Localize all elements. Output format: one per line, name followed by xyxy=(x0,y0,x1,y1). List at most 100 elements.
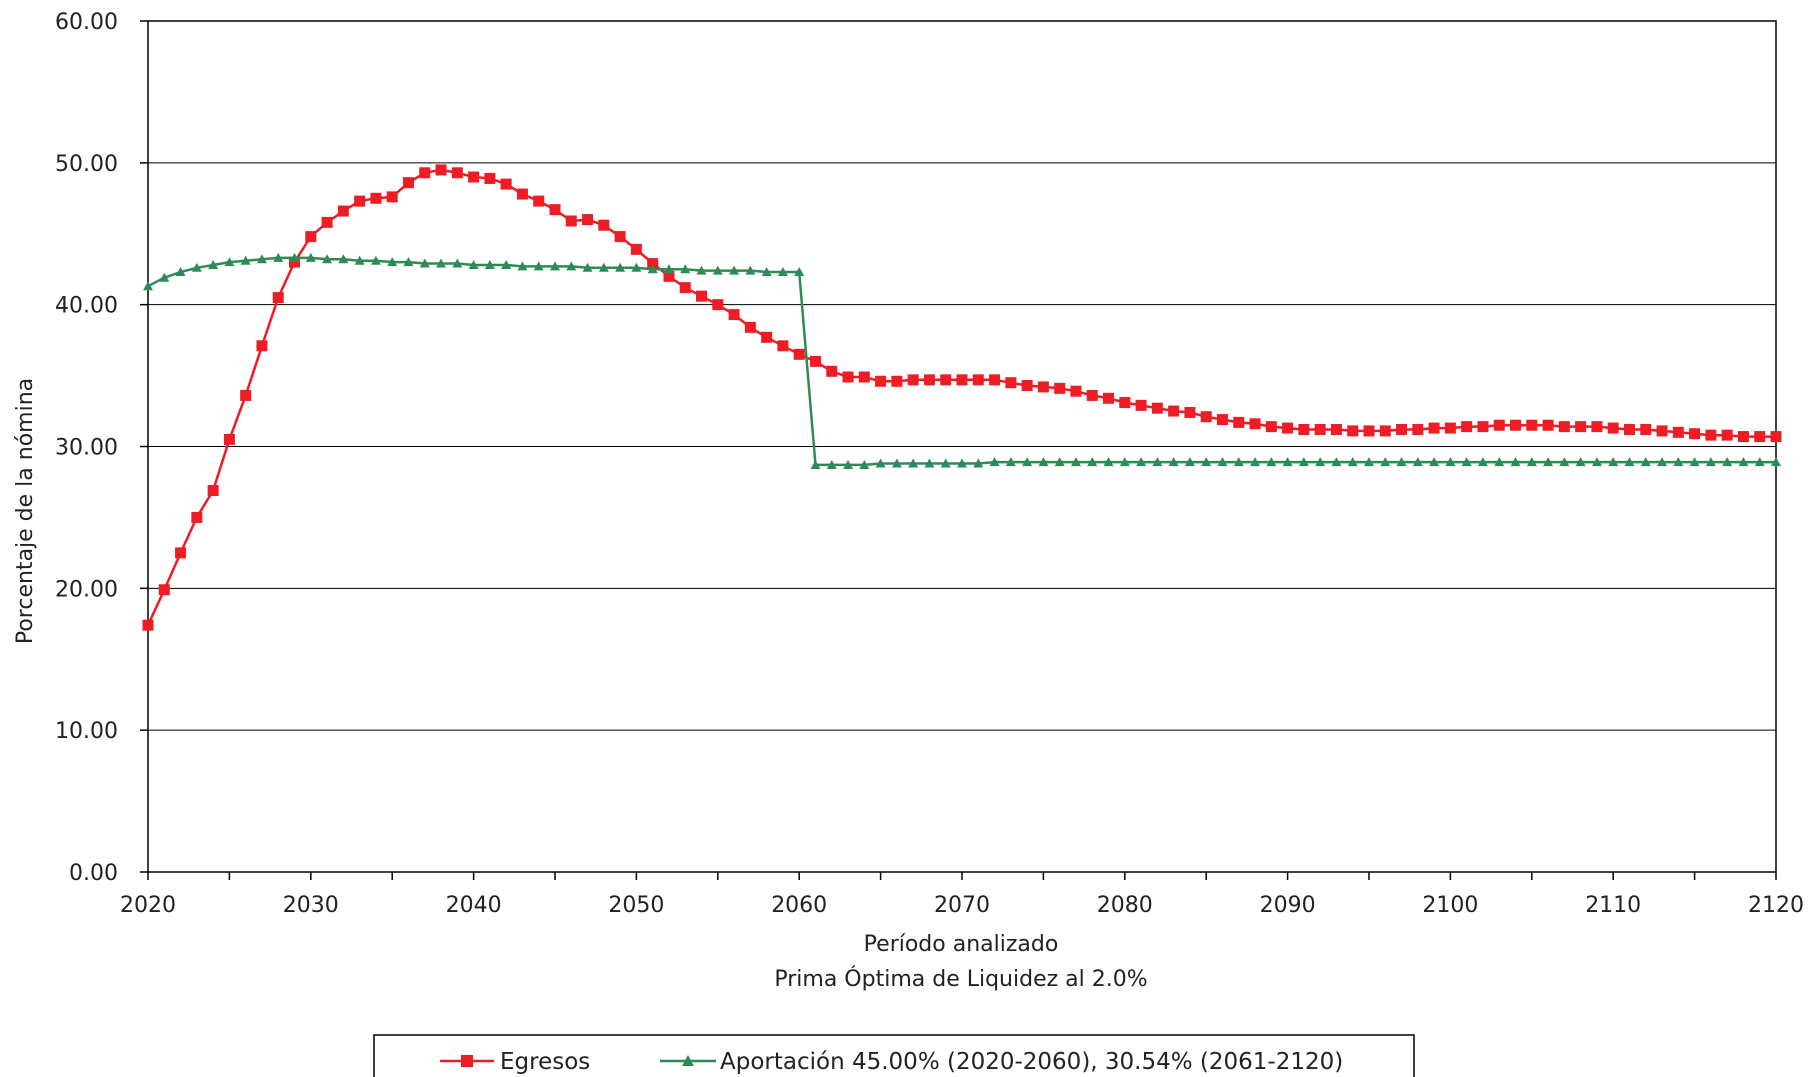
data-point xyxy=(143,281,153,291)
data-point xyxy=(175,547,187,559)
data-point xyxy=(614,231,626,243)
data-point xyxy=(1054,382,1066,394)
data-point xyxy=(1298,457,1309,467)
x-tick-label: 2080 xyxy=(1097,893,1153,918)
data-point xyxy=(1201,457,1212,467)
data-point xyxy=(1250,457,1261,467)
data-point xyxy=(1037,381,1049,393)
legend-box xyxy=(373,1034,1415,1077)
data-point xyxy=(1428,422,1440,434)
data-point xyxy=(305,252,316,262)
data-point xyxy=(1738,457,1749,467)
data-point xyxy=(956,374,968,386)
y-tick-label: 40.00 xyxy=(55,294,118,319)
data-point xyxy=(843,459,854,469)
legend-label-aportacion: Aportación 45.00% (2020-2060), 30.54% (2… xyxy=(720,1049,1343,1075)
data-point xyxy=(387,257,398,267)
x-tick-label: 2120 xyxy=(1748,893,1804,918)
data-point xyxy=(500,178,512,190)
data-point xyxy=(1607,422,1619,434)
data-point xyxy=(957,458,967,468)
data-point xyxy=(550,261,560,271)
data-point xyxy=(191,511,203,523)
data-point xyxy=(826,459,837,469)
data-point xyxy=(337,205,349,217)
data-point xyxy=(973,458,984,468)
data-point xyxy=(158,584,170,596)
data-point xyxy=(224,257,235,267)
data-point xyxy=(1184,457,1195,467)
data-point xyxy=(289,252,300,262)
data-point xyxy=(1542,419,1554,431)
data-point xyxy=(386,191,398,203)
gridlines xyxy=(147,20,1777,873)
y-axis-title: Porcentaje de la nómina xyxy=(13,378,38,644)
data-point xyxy=(272,292,284,304)
data-point xyxy=(1298,423,1310,435)
data-point xyxy=(1315,457,1326,467)
y-tick-label: 60.00 xyxy=(55,10,118,35)
data-point xyxy=(794,267,805,277)
data-point xyxy=(1347,425,1359,437)
data-point xyxy=(891,375,903,387)
data-point xyxy=(1233,416,1245,428)
legend-label-egresos: Egresos xyxy=(500,1049,590,1075)
data-point xyxy=(1445,457,1456,467)
data-point xyxy=(1265,421,1277,433)
data-point xyxy=(1233,457,1244,467)
data-point xyxy=(908,458,919,468)
data-point xyxy=(273,252,284,262)
data-point xyxy=(1135,399,1147,411)
data-point xyxy=(1623,423,1635,435)
x-tick-label: 2110 xyxy=(1585,893,1641,918)
data-point xyxy=(533,261,544,271)
data-point xyxy=(1152,457,1163,467)
x-tick-label: 2020 xyxy=(120,893,176,918)
data-point xyxy=(419,258,430,268)
data-point xyxy=(566,261,577,271)
legend: Egresos Aportación 45.00% (2020-2060), 3… xyxy=(373,1034,1415,1077)
data-point xyxy=(533,195,545,207)
data-point xyxy=(142,619,154,631)
y-tick-label: 20.00 xyxy=(55,577,118,602)
data-point xyxy=(1737,431,1749,443)
x-tick-label: 2030 xyxy=(283,893,339,918)
data-point xyxy=(1754,457,1765,467)
data-point xyxy=(1689,428,1701,440)
data-point xyxy=(1461,457,1472,467)
series-line xyxy=(147,256,1776,467)
data-point xyxy=(256,254,267,264)
data-point xyxy=(1249,418,1261,430)
data-point xyxy=(1494,457,1505,467)
data-point xyxy=(1722,457,1733,467)
data-point xyxy=(1021,380,1033,392)
data-point xyxy=(989,374,1001,386)
x-tick-label: 2040 xyxy=(446,893,502,918)
data-point xyxy=(1022,457,1033,467)
data-point xyxy=(1363,425,1375,437)
data-point xyxy=(1461,421,1473,433)
data-point xyxy=(1477,421,1489,433)
data-point xyxy=(175,267,186,277)
data-point xyxy=(761,331,773,343)
data-point xyxy=(468,259,479,269)
data-point xyxy=(1200,411,1212,423)
data-point xyxy=(1412,423,1424,435)
data-point xyxy=(240,389,252,401)
data-point xyxy=(1054,457,1065,467)
data-point xyxy=(1657,457,1668,467)
x-tick-label: 2060 xyxy=(771,893,827,918)
data-point xyxy=(403,257,414,267)
y-tick-label: 30.00 xyxy=(55,436,118,461)
data-point xyxy=(208,259,219,269)
data-point xyxy=(565,215,577,227)
legend-marker-aportacion xyxy=(682,1055,694,1066)
tick-labels: 0.00 10.00 20.00 30.00 40.00 50.00 60.00 2020 20… xyxy=(55,10,1804,918)
data-point xyxy=(1705,429,1717,441)
data-point xyxy=(1526,457,1537,467)
data-point xyxy=(1364,457,1374,467)
data-point xyxy=(712,299,724,311)
data-point xyxy=(305,231,317,243)
data-point xyxy=(338,254,349,264)
